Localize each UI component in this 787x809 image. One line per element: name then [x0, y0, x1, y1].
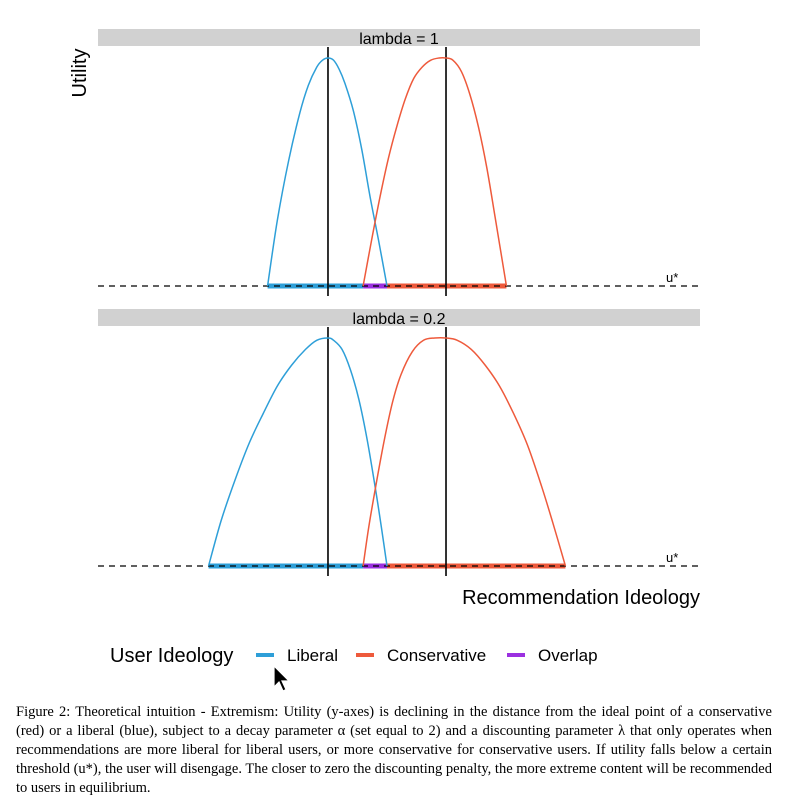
legend-label-liberal: Liberal [287, 646, 338, 665]
caption-text: Figure 2: Theoretical intuition - Extrem… [16, 704, 772, 796]
facet-panel-2: lambda = 0.2 u* [98, 309, 700, 576]
utility-curve-conservative [362, 336, 567, 567]
threshold-label: u* [666, 270, 678, 285]
x-axis-label: Recommendation Ideology [462, 587, 700, 609]
utility-curve-liberal [266, 57, 388, 287]
legend-label-conservative: Conservative [387, 646, 486, 665]
y-axis-label: Utility [69, 49, 91, 98]
facet-strip [98, 29, 700, 46]
facet-strip-label: lambda = 1 [359, 31, 439, 48]
extremism-figure: Utility lambda = 1 u* lambda = 0.2 u* Recom… [69, 29, 700, 667]
legend-title: User Ideology [110, 645, 233, 667]
legend-label-overlap: Overlap [538, 646, 598, 665]
facet-strip [98, 309, 700, 326]
facet-strip-label: lambda = 0.2 [353, 311, 446, 328]
facet-panels: lambda = 1 u* lambda = 0.2 u* [98, 29, 700, 576]
utility-curve-liberal [207, 337, 388, 567]
utility-curve-conservative [362, 56, 508, 287]
threshold-label: u* [666, 550, 678, 565]
mouse-cursor-icon [273, 665, 291, 692]
legend: User Ideology Liberal Conservative Overlap [110, 645, 598, 667]
facet-panel-1: lambda = 1 u* [98, 29, 700, 296]
figure-caption: Figure 2: Theoretical intuition - Extrem… [16, 703, 772, 798]
